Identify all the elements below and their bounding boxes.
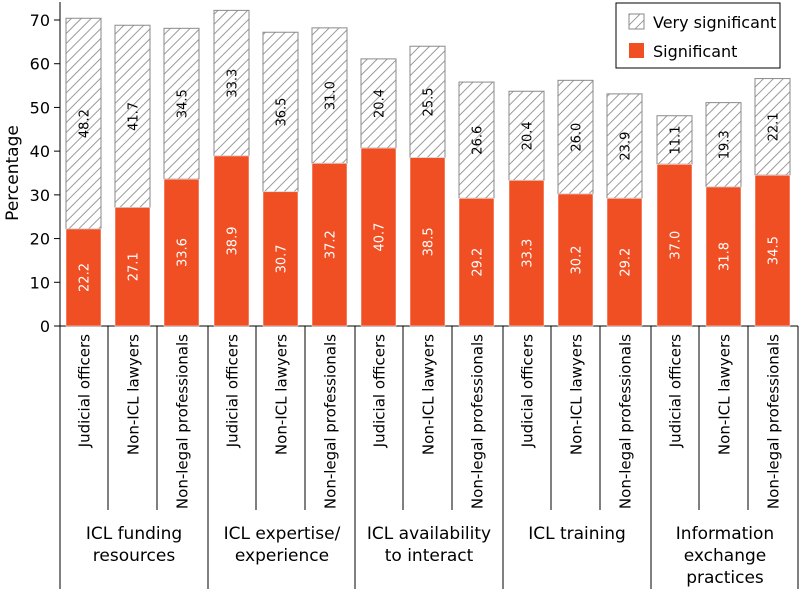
y-axis-title: Percentage [3,125,23,221]
legend-swatch-very-significant [628,13,645,30]
y-tick-label: 30 [30,186,50,205]
bar-significant [754,174,791,327]
bar-significant [311,163,348,327]
data-label-very-significant: 48.2 [78,109,93,138]
category-label: Non-legal professionals [469,334,487,509]
category-label: Judicial officers [224,334,242,448]
data-label-significant: 27.1 [127,252,142,281]
bar-significant [213,155,250,327]
bar-significant [458,198,495,327]
category-label: Judicial officers [371,334,389,448]
bar-very-significant [360,58,397,149]
category-label: Non-ICL lawyers [125,334,143,455]
plot-area: 0 10 20 30 40 50 60 70 Percentage 22.2 48.2 Judicia… [3,2,799,589]
bar-significant [114,207,151,327]
data-label-significant: 34.5 [767,236,782,265]
data-label-very-significant: 34.5 [176,89,191,118]
bar-very-significant [311,27,348,164]
y-tick-label: 60 [30,55,50,74]
bar-very-significant [656,115,693,165]
bar-very-significant [458,81,495,199]
y-tick-label: 0 [40,317,50,336]
category-label: Judicial officers [519,334,537,448]
data-label-significant: 37.0 [669,231,684,260]
legend: Very significant Significant [615,2,781,69]
legend-label-significant: Significant [653,42,737,61]
group-label: resources [93,546,176,566]
category-label: Judicial officers [667,334,685,448]
bar-significant [262,191,299,327]
bar-very-significant [508,90,545,181]
bar-very-significant [409,45,446,159]
data-label-very-significant: 26.0 [570,123,585,152]
bar-very-significant [557,79,594,195]
group-label: exchange [684,546,767,566]
bar-significant [508,180,545,327]
data-label-very-significant: 33.3 [226,69,241,98]
group-label: Information [676,524,774,544]
category-label: Non-legal professionals [765,334,783,509]
y-tick-label: 40 [30,142,50,161]
category-label: Non-ICL lawyers [420,334,438,455]
bar-significant [656,164,693,327]
data-label-very-significant: 23.9 [619,132,634,161]
y-tick-label: 70 [30,11,50,30]
bar-significant [163,178,200,327]
data-label-significant: 33.3 [521,239,536,268]
data-label-very-significant: 36.5 [275,98,290,127]
data-label-very-significant: 20.4 [373,89,388,118]
bar-significant [705,186,742,327]
bar-very-significant [705,102,742,188]
bar-very-significant [163,27,200,180]
data-label-very-significant: 41.7 [127,102,142,131]
category-label: Non-legal professionals [617,334,635,509]
data-label-significant: 38.9 [226,226,241,255]
category-label: Non-ICL lawyers [568,334,586,455]
group-label: ICL expertise/ [224,524,341,544]
legend-swatch-significant [629,43,644,58]
data-label-significant: 33.6 [176,238,191,267]
data-label-very-significant: 26.6 [471,126,486,155]
data-label-very-significant: 11.1 [669,126,684,155]
category-label: Judicial officers [76,334,94,448]
bar-very-significant [65,17,102,230]
y-tick-label: 50 [30,98,50,117]
y-tick-label: 20 [30,230,50,249]
group-label: practices [686,568,764,588]
group-label: ICL funding [86,524,182,544]
category-label: Non-ICL lawyers [273,334,291,455]
legend-label-very-significant: Very significant [653,13,776,32]
category-label: Non-ICL lawyers [716,334,734,455]
group-label: ICL training [528,524,626,544]
bar-significant [409,157,446,327]
data-label-very-significant: 20.4 [521,121,536,150]
bar-significant [557,193,594,327]
data-label-significant: 31.8 [718,242,733,271]
data-label-significant: 38.5 [422,227,437,256]
bar-very-significant [262,31,299,193]
bar-significant [606,198,643,327]
data-label-significant: 22.2 [78,263,93,292]
data-label-significant: 40.7 [373,223,388,252]
data-label-significant: 30.7 [275,244,290,273]
bar-significant [360,147,397,327]
data-label-very-significant: 22.1 [767,112,782,141]
group-label: to interact [385,546,474,566]
data-label-very-significant: 25.5 [422,87,437,116]
category-label: Non-legal professionals [322,334,340,509]
data-label-significant: 37.2 [324,230,339,259]
data-label-significant: 29.2 [471,248,486,277]
group-label: ICL availability [367,524,491,544]
category-label: Non-legal professionals [174,334,192,509]
bar-very-significant [213,9,250,157]
data-label-very-significant: 31.0 [324,81,339,110]
y-tick-label: 10 [30,273,50,292]
group-label: experience [235,546,329,566]
bar-significant [65,228,102,327]
data-label-significant: 30.2 [570,246,585,275]
data-label-very-significant: 19.3 [718,130,733,159]
data-label-significant: 29.2 [619,248,634,277]
